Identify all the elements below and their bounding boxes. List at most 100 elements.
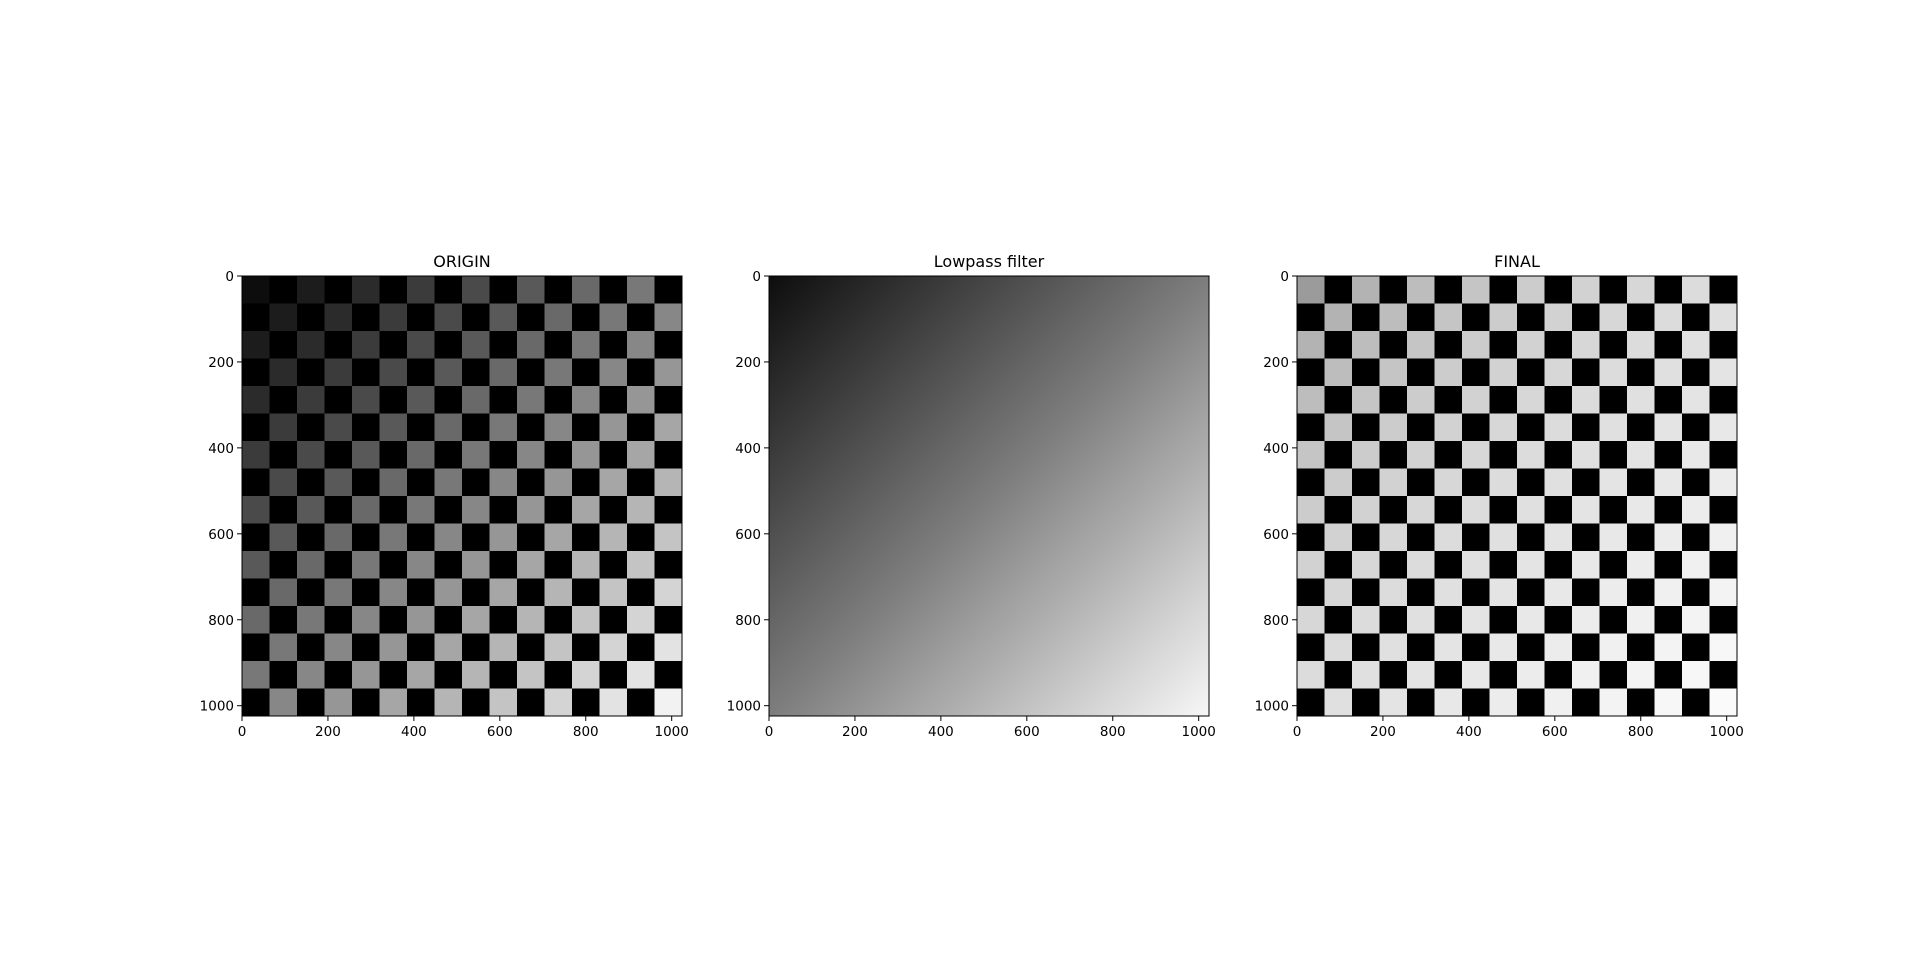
checker-square-dark <box>654 606 682 635</box>
checker-square-dark <box>544 386 573 415</box>
checker-square-dark <box>627 468 656 497</box>
checker-square-light <box>269 468 298 497</box>
checker-square-light <box>1627 606 1656 635</box>
checker-square-dark <box>352 578 381 607</box>
checker-square-light <box>462 331 491 360</box>
checker-square-dark <box>1489 496 1518 525</box>
checker-square-dark <box>1379 386 1408 415</box>
checker-square-dark <box>324 661 353 690</box>
checker-square-dark <box>1682 413 1711 442</box>
checker-square-dark <box>1352 688 1381 716</box>
checker-square-dark <box>654 496 682 525</box>
checker-square-light <box>489 523 518 552</box>
checker-square-light <box>242 661 271 690</box>
checker-square-light <box>654 633 682 662</box>
checker-square-dark <box>379 496 408 525</box>
checker-square-dark <box>1599 386 1628 415</box>
checker-square-light <box>1489 578 1518 607</box>
checker-square-dark <box>1407 413 1436 442</box>
checker-square-light <box>1682 331 1711 360</box>
checker-square-dark <box>1709 496 1737 525</box>
checker-square-dark <box>489 606 518 635</box>
checker-square-light <box>544 413 573 442</box>
checker-square-dark <box>1324 606 1353 635</box>
checker-square-dark <box>324 606 353 635</box>
y-tick-label: 600 <box>735 527 761 543</box>
checker-square-light <box>627 441 656 470</box>
checker-square-light <box>1517 606 1546 635</box>
checker-square-light <box>1352 331 1381 360</box>
checker-square-light <box>572 441 601 470</box>
checker-square-dark <box>1517 523 1546 552</box>
checker-square-dark <box>434 441 463 470</box>
checker-square-light <box>379 413 408 442</box>
checker-square-dark <box>1379 606 1408 635</box>
checker-square-light <box>1297 496 1326 525</box>
checker-square-light <box>1434 468 1463 497</box>
checker-square-light <box>572 606 601 635</box>
checker-square-dark <box>1489 386 1518 415</box>
checker-square-light <box>1407 661 1436 690</box>
image-area <box>242 276 682 716</box>
checker-square-dark <box>544 606 573 635</box>
checker-square-dark <box>1627 413 1656 442</box>
checker-square-dark <box>544 276 573 305</box>
checker-square-dark <box>489 661 518 690</box>
checker-square-dark <box>1682 578 1711 607</box>
checker-square-light <box>1544 523 1573 552</box>
checker-square-light <box>654 468 682 497</box>
checker-square-dark <box>434 276 463 305</box>
checker-square-dark <box>352 413 381 442</box>
checker-square-light <box>572 386 601 415</box>
checker-square-dark <box>1489 606 1518 635</box>
checker-square-dark <box>544 551 573 580</box>
checker-square-light <box>324 523 353 552</box>
checker-square-light <box>572 276 601 305</box>
x-tick-label: 400 <box>1456 724 1482 740</box>
checker-square-dark <box>1627 633 1656 662</box>
checker-square-dark <box>1434 606 1463 635</box>
checker-square-light <box>269 578 298 607</box>
checker-square-dark <box>572 468 601 497</box>
checker-square-light <box>654 303 682 332</box>
checker-square-dark <box>1544 441 1573 470</box>
checker-square-dark <box>462 578 491 607</box>
checker-square-light <box>1517 441 1546 470</box>
checker-square-dark <box>517 358 546 387</box>
checker-square-dark <box>1379 441 1408 470</box>
checker-square-dark <box>1462 358 1491 387</box>
checker-square-dark <box>1297 358 1326 387</box>
checker-square-light <box>1599 413 1628 442</box>
checker-square-light <box>1297 661 1326 690</box>
checker-square-dark <box>297 413 326 442</box>
checker-square-dark <box>297 523 326 552</box>
checker-square-dark <box>572 358 601 387</box>
checker-square-light <box>654 413 682 442</box>
checker-square-light <box>517 661 546 690</box>
checker-square-light <box>1654 578 1683 607</box>
checker-square-light <box>434 358 463 387</box>
checker-square-light <box>1297 331 1326 360</box>
checker-square-dark <box>1297 578 1326 607</box>
checker-square-light <box>544 358 573 387</box>
checker-square-light <box>1324 468 1353 497</box>
checker-square-light <box>1627 441 1656 470</box>
checker-square-dark <box>1654 276 1683 305</box>
checker-square-light <box>572 661 601 690</box>
checker-square-light <box>599 578 628 607</box>
checker-square-dark <box>544 331 573 360</box>
checker-square-light <box>1324 633 1353 662</box>
checker-square-light <box>1682 661 1711 690</box>
checker-square-light <box>1627 386 1656 415</box>
checker-square-dark <box>242 523 271 552</box>
checker-square-dark <box>1462 303 1491 332</box>
checker-square-light <box>434 303 463 332</box>
checker-square-light <box>1489 523 1518 552</box>
checker-square-dark <box>1434 496 1463 525</box>
checker-square-light <box>407 386 436 415</box>
chart-title: FINAL <box>1494 252 1540 271</box>
checker-square-light <box>352 331 381 360</box>
checker-square-dark <box>1352 303 1381 332</box>
checker-square-dark <box>1352 358 1381 387</box>
checker-square-light <box>1462 661 1491 690</box>
